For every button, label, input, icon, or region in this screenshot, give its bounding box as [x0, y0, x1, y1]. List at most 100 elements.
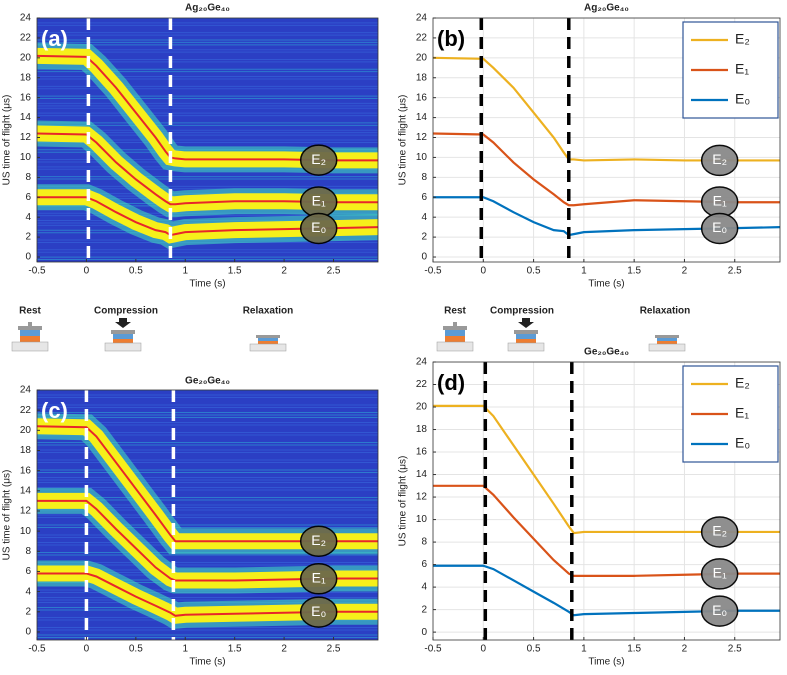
rest-icon: [11, 322, 49, 352]
y-tick-label: 0: [25, 627, 31, 638]
y-axis-label: US time of flight (μs): [398, 95, 409, 186]
y-tick-label: 20: [416, 402, 428, 413]
level-label: E₀: [311, 219, 326, 235]
series-line: [433, 484, 780, 577]
level-marker: [700, 212, 739, 245]
y-tick-label: 12: [20, 506, 32, 517]
y-tick-label: 6: [25, 192, 31, 203]
legend-label: E₂: [735, 31, 750, 47]
y-tick-label: 20: [20, 52, 32, 63]
x-tick-label: 2: [281, 266, 287, 277]
stage-label: Relaxation: [243, 306, 294, 317]
stage-strip-left: Rest Compression Relaxation: [11, 306, 294, 352]
y-tick-label: 12: [416, 492, 428, 503]
y-tick-label: 10: [20, 526, 32, 537]
y-tick-label: 14: [20, 485, 32, 496]
level-marker: [299, 144, 338, 176]
x-tick-label: 1.5: [228, 644, 242, 655]
y-axis-label: US time of flight (μs): [2, 470, 13, 561]
y-axis-label: US time of flight (μs): [398, 456, 409, 547]
y-tick-label: 6: [421, 559, 427, 570]
y-tick-label: 6: [421, 192, 427, 203]
x-tick-label: 0.5: [527, 644, 541, 655]
y-tick-label: 2: [25, 232, 31, 243]
y-tick-label: 16: [416, 447, 428, 458]
level-label: E₀: [712, 219, 727, 235]
y-tick-label: 16: [20, 92, 32, 103]
x-tick-label: -0.5: [28, 644, 46, 655]
plot-frame: [36, 17, 379, 263]
x-axis-label: Time (s): [189, 657, 225, 668]
x-tick-label: 2.5: [728, 266, 742, 277]
y-tick-label: 0: [421, 252, 427, 263]
relaxation-icon: [648, 335, 686, 352]
y-tick-label: 14: [20, 112, 32, 123]
legend-label: E₁: [735, 405, 749, 421]
x-tick-label: 0: [84, 644, 90, 655]
level-marker: [299, 212, 338, 245]
stage-label: Compression: [490, 306, 554, 317]
y-tick-label: 2: [25, 606, 31, 617]
legend-label: E₀: [735, 91, 750, 107]
x-tick-label: -0.5: [424, 644, 442, 655]
legend: E₂ E₁ E₀: [682, 21, 779, 119]
y-tick-label: 0: [25, 252, 31, 263]
plot-frame: [432, 361, 781, 641]
y-tick-label: 22: [20, 405, 32, 416]
panel-title: Ge₂₀Ge₄₀: [584, 347, 629, 358]
relaxation-icon: [249, 335, 287, 352]
y-tick-label: 12: [416, 132, 428, 143]
y-tick-label: 22: [416, 33, 428, 44]
y-tick-label: 24: [20, 385, 32, 396]
series-line: [37, 425, 378, 543]
y-tick-label: 22: [416, 379, 428, 390]
level-label: E₂: [712, 151, 727, 167]
y-tick-label: 6: [25, 566, 31, 577]
series-line: [37, 196, 378, 237]
x-tick-label: -0.5: [28, 266, 46, 277]
y-tick-label: 24: [416, 13, 428, 24]
y-tick-label: 10: [20, 152, 32, 163]
x-tick-label: 1: [581, 266, 587, 277]
x-tick-label: 0.5: [129, 644, 143, 655]
x-tick-label: 0.5: [527, 266, 541, 277]
panel-title: Ge₂₀Ge₄₀: [185, 376, 230, 387]
y-axis-label: US time of flight (μs): [2, 95, 13, 186]
stage-strip-right: Rest Compression Relaxation: [436, 306, 690, 352]
x-tick-label: 0: [84, 266, 90, 277]
panel-title: Ag₂₀Ge₄₀: [584, 3, 629, 14]
y-tick-label: 8: [421, 172, 427, 183]
y-tick-label: 4: [25, 212, 31, 223]
level-marker: [299, 596, 338, 628]
level-label: E₂: [311, 532, 326, 548]
y-tick-label: 16: [20, 465, 32, 476]
x-tick-label: 1: [182, 266, 188, 277]
x-tick-label: 2.5: [327, 644, 341, 655]
y-tick-label: 18: [20, 445, 32, 456]
series-line: [37, 132, 378, 206]
panel-title: Ag₂₀Ge₄₀: [185, 3, 230, 14]
level-marker: [700, 595, 739, 627]
plot-frame: [432, 17, 781, 263]
y-tick-label: 2: [421, 604, 427, 615]
legend-label: E₁: [735, 61, 749, 77]
rest-icon: [436, 322, 474, 352]
level-marker: [700, 558, 739, 590]
y-tick-label: 18: [416, 424, 428, 435]
y-tick-label: 14: [416, 112, 428, 123]
x-tick-label: 2: [281, 644, 287, 655]
x-tick-label: 1: [581, 644, 587, 655]
y-tick-label: 10: [416, 152, 428, 163]
y-tick-label: 10: [416, 514, 428, 525]
compression-icon: [104, 318, 142, 352]
y-tick-label: 14: [416, 469, 428, 480]
y-tick-label: 24: [416, 357, 428, 368]
level-label: E₁: [713, 193, 727, 209]
x-tick-label: 0: [481, 644, 487, 655]
x-axis-label: Time (s): [189, 279, 225, 290]
panel-label: (c): [41, 398, 68, 423]
level-label: E₀: [712, 602, 727, 618]
level-label: E₀: [311, 603, 326, 619]
